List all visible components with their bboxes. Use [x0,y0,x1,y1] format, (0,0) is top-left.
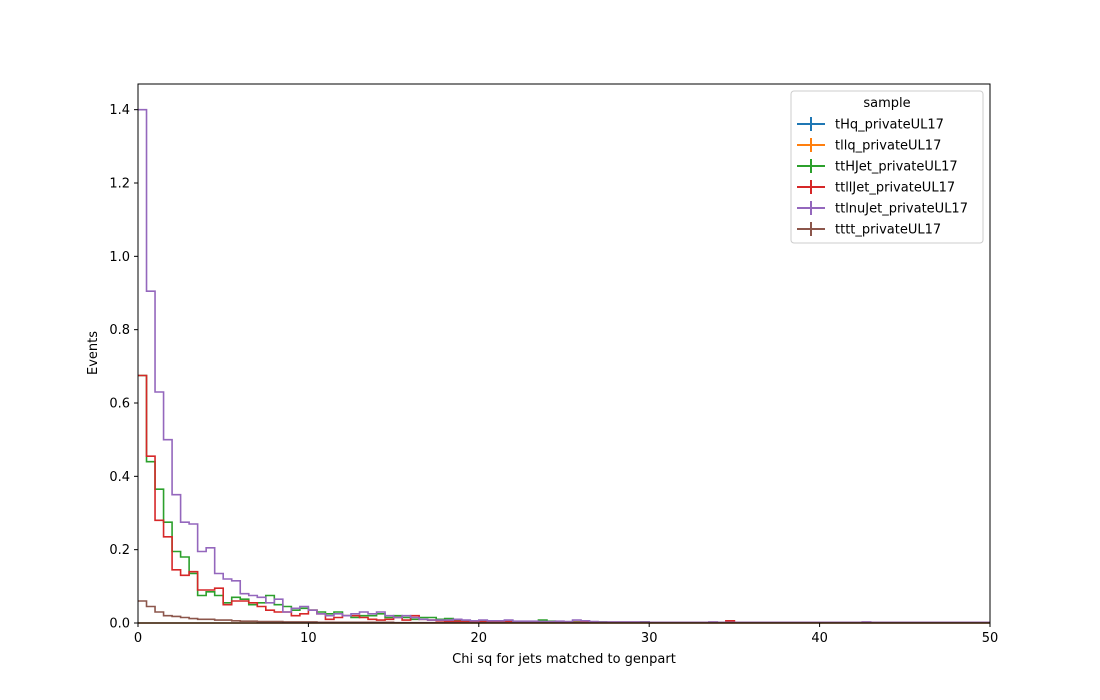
legend-entry-ttlljet-privateul17: ttllJet_privateUL17 [797,180,955,196]
y-axis: 0.0 0.2 0.4 0.6 0.8 1.0 1.2 1.4 [109,103,138,632]
legend-label: tttt_privateUL17 [835,223,941,238]
legend-entry-tthjet-privateul17: ttHJet_privateUL17 [797,159,958,175]
legend-label: tHq_privateUL17 [835,118,944,133]
y-tick-label: 1.4 [109,103,130,118]
x-tick-label: 10 [300,631,317,646]
y-tick-label: 0.0 [109,617,130,632]
x-axis: 0 10 20 30 40 50 [134,623,998,646]
y-axis-label: Events [86,331,101,375]
x-tick-label: 20 [471,631,488,646]
y-tick-label: 1.2 [109,177,130,192]
plot-frame [137,83,991,624]
legend-box [790,90,984,244]
y-tick-label: 0.4 [109,470,130,485]
legend-entry-thq-privateul17: tHq_privateUL17 [797,117,944,133]
legend-entries: tHq_privateUL17 tllq_privateUL17 ttHJet_pr… [797,117,968,238]
x-tick-label: 30 [641,631,658,646]
legend-label: ttlnuJet_privateUL17 [835,202,968,217]
legend: sample tHq_privateUL17 tllq_privateUL17tt… [790,90,984,244]
legend-title: sample [863,96,910,111]
legend-entry-tttt-privateul17: tttt_privateUL17 [797,222,941,238]
legend-label: tllq_privateUL17 [835,139,941,154]
y-tick-label: 0.6 [109,397,130,412]
legend-entry-tllq-privateul17: tllq_privateUL17 [797,138,941,154]
x-tick-label: 50 [982,631,999,646]
x-axis-label: Chi sq for jets matched to genpart [452,652,676,667]
y-tick-label: 0.8 [109,323,130,338]
legend-entry-ttlnujet-privateul17: ttlnuJet_privateUL17 [797,201,968,217]
legend-label: ttHJet_privateUL17 [835,160,958,175]
x-tick-label: 0 [134,631,142,646]
legend-label: ttllJet_privateUL17 [835,181,955,196]
y-tick-label: 0.2 [109,543,130,558]
x-tick-label: 40 [811,631,828,646]
y-tick-label: 1.0 [109,250,130,265]
